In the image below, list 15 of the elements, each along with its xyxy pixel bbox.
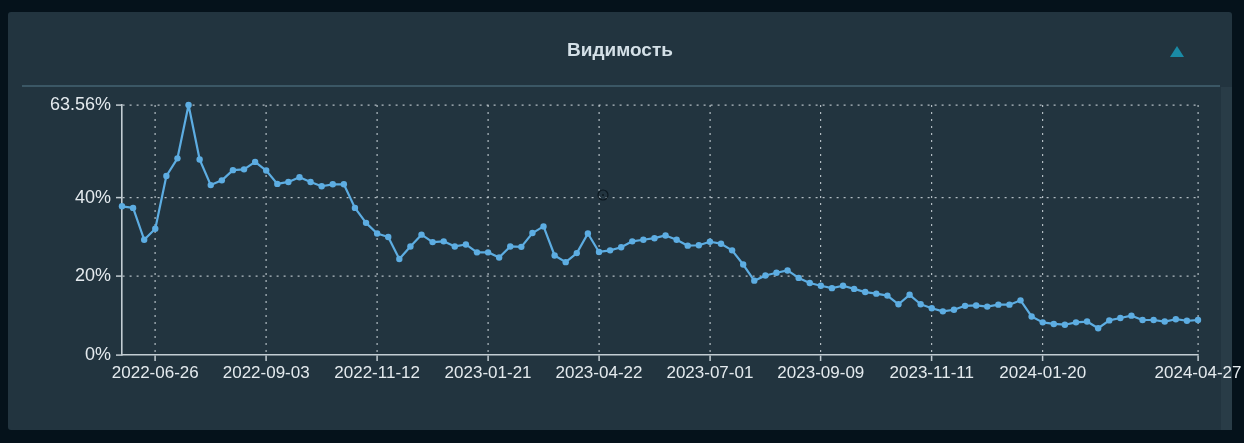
x-tick-label: 2023-11-11 <box>889 362 974 382</box>
y-tick-label: 63.56% <box>49 93 111 114</box>
x-tick-label: 2023-01-21 <box>444 362 532 382</box>
x-tick-label: 2023-07-01 <box>666 362 754 382</box>
x-tick-label: 2023-04-22 <box>555 362 643 382</box>
x-tick-label: 2022-11-12 <box>334 362 420 382</box>
x-tick-label: 2023-09-09 <box>777 362 865 382</box>
y-tick-label: 0% <box>84 343 111 364</box>
x-tick-label: 2024-04-27 <box>1154 362 1242 382</box>
y-tick-label: 20% <box>74 265 111 286</box>
x-tick-label: 2022-09-03 <box>222 362 310 382</box>
y-tick-label: 40% <box>74 186 111 207</box>
x-tick-label: 2024-01-20 <box>999 362 1087 382</box>
chart-title: Видимость <box>567 39 673 60</box>
x-tick-label: 2022-06-26 <box>111 362 199 382</box>
